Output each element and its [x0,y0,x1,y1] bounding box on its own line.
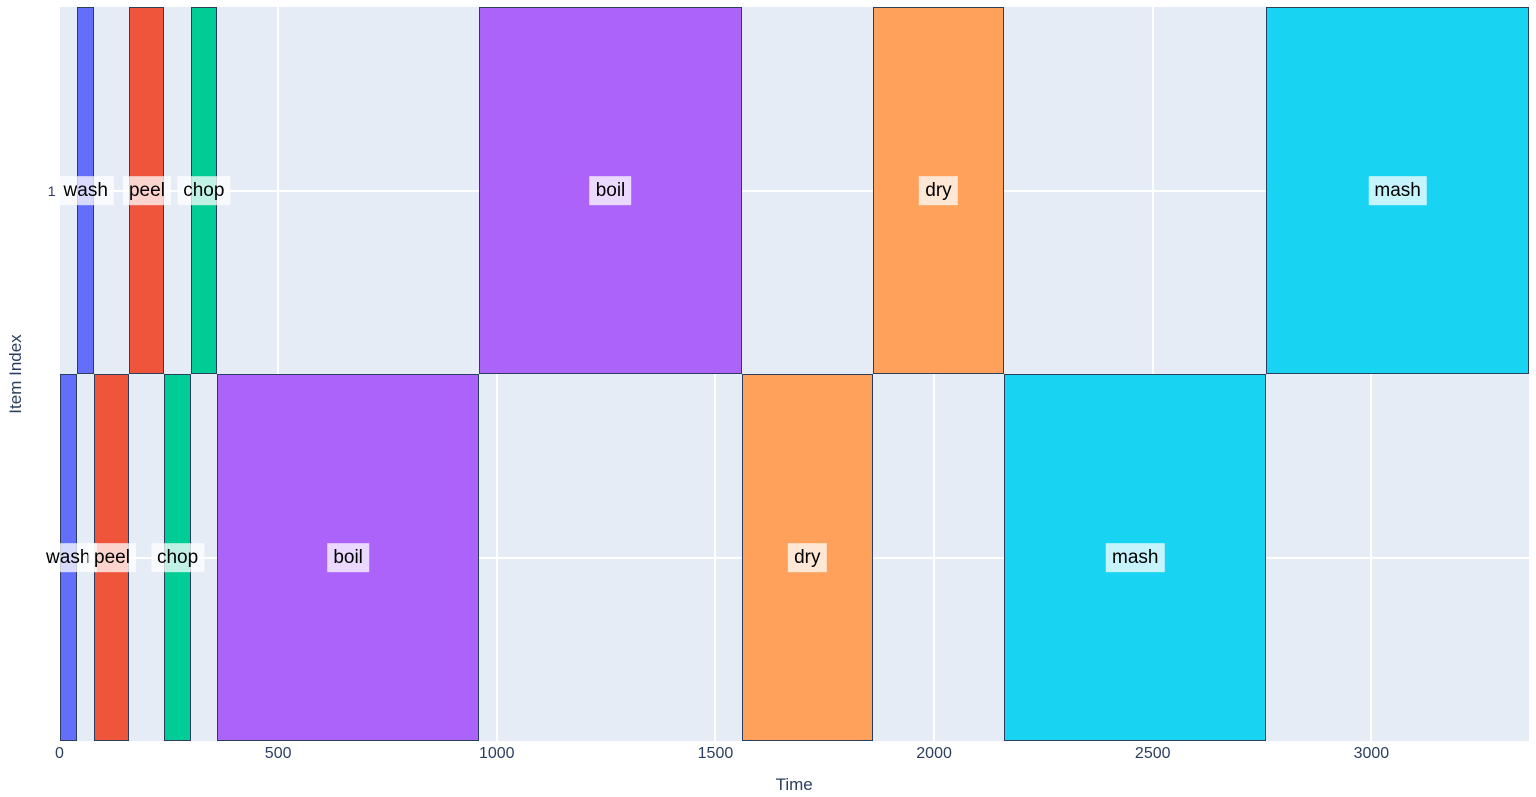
x-tick-2000: 2000 [916,745,952,762]
gridline-y-1 [59,189,1529,192]
bar-label-item0-mash: mash [1106,542,1165,573]
bar-label-item0-boil: boil [327,542,369,573]
gridline-x-1000 [495,7,498,741]
bar-label-item0-dry: dry [788,542,827,573]
bar-label-item1-chop: chop [177,175,231,206]
x-axis-title: Time [775,775,813,794]
bar-label-item1-boil: boil [589,175,632,206]
bar-label-item0-peel: peel [88,542,136,573]
x-tick-3000: 3000 [1353,745,1390,762]
gridline-x-1500 [714,7,717,741]
bar-label-item0-chop: chop [150,542,205,573]
y-tick-1: 1 [47,182,56,199]
x-tick-1500: 1500 [697,745,734,762]
x-tick-1000: 1000 [478,745,515,762]
gridline-x-2000 [933,7,936,741]
bar-label-item1-dry: dry [919,175,958,206]
x-tick-500: 500 [264,745,292,762]
bar-label-item1-wash: wash [57,175,114,206]
y-axis-title: Item Index [6,334,25,414]
bar-label-item1-mash: mash [1368,175,1427,206]
plot-area: wash wash peel peel chop chop boil boil dry dry ma… [40,7,1529,741]
x-tick-0: 0 [55,745,64,762]
bar-label-item1-peel: peel [122,175,171,206]
bar-label-item0-wash: wash [40,542,97,573]
gridline-x-3000 [1370,7,1373,741]
x-tick-2500: 2500 [1134,745,1171,762]
